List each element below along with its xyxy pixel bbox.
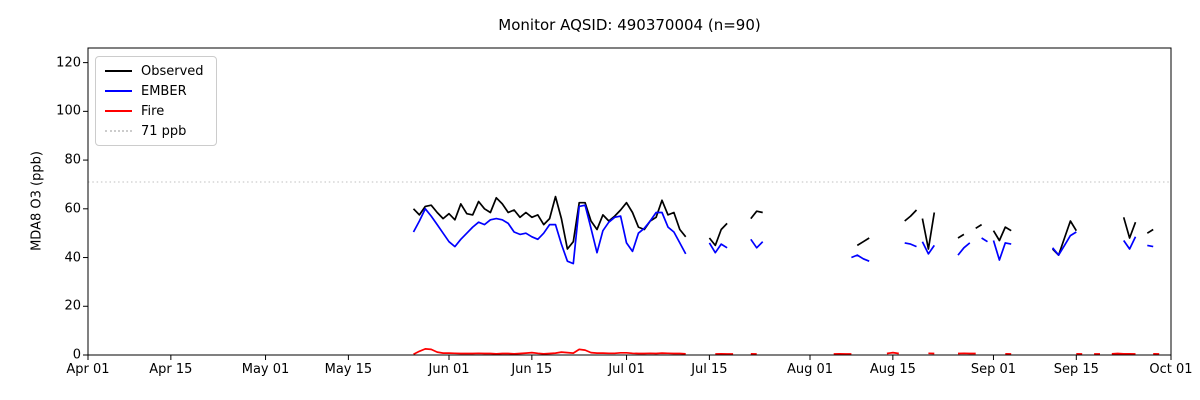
legend-item-fire: Fire (105, 104, 208, 118)
chart-title: Monitor AQSID: 490370004 (n=90) (498, 16, 761, 34)
y-tick-label: 60 (64, 201, 81, 217)
legend-line-sample (105, 110, 132, 112)
x-tick-label: Jul 15 (691, 362, 728, 377)
x-tick-label: Jul 01 (608, 362, 645, 377)
legend-item-observed: Observed (105, 64, 208, 78)
x-tick-label: Apr 15 (149, 362, 193, 377)
y-tick-label: 0 (72, 347, 81, 363)
legend-label: EMBER (141, 83, 187, 99)
y-tick-label: 120 (56, 55, 81, 71)
y-tick-label: 40 (64, 250, 81, 266)
y-tick-label: 80 (64, 152, 81, 168)
x-tick-label: Oct 01 (1149, 362, 1193, 377)
legend-label: 71 ppb (141, 123, 187, 139)
x-tick-label: May 01 (241, 362, 290, 377)
axes-frame (87, 47, 1172, 356)
x-tick-label: Sep 01 (970, 362, 1017, 377)
x-tick-label: Aug 15 (869, 362, 916, 377)
series-fire (413, 348, 1160, 356)
legend-label: Observed (141, 63, 204, 79)
x-tick-label: May 15 (324, 362, 373, 377)
y-tick-label: 100 (56, 103, 81, 119)
legend-line-sample (105, 70, 132, 72)
legend-line-sample (105, 90, 132, 92)
y-tick-label: 20 (64, 298, 81, 314)
legend-line-sample (105, 130, 132, 132)
legend-item-ember: EMBER (105, 84, 208, 98)
x-tick-label: Apr 01 (66, 362, 110, 377)
legend-item-71-ppb: 71 ppb (105, 124, 208, 138)
x-tick-label: Jun 01 (428, 362, 470, 377)
x-tick-label: Jun 15 (511, 362, 553, 377)
legend: Observed EMBER Fire 71 ppb (95, 56, 217, 146)
x-tick-label: Aug 01 (786, 362, 834, 377)
series-observed (412, 195, 1154, 256)
legend-label: Fire (141, 103, 165, 119)
x-tick-label: Sep 15 (1053, 362, 1099, 377)
series-ember (412, 204, 1154, 265)
